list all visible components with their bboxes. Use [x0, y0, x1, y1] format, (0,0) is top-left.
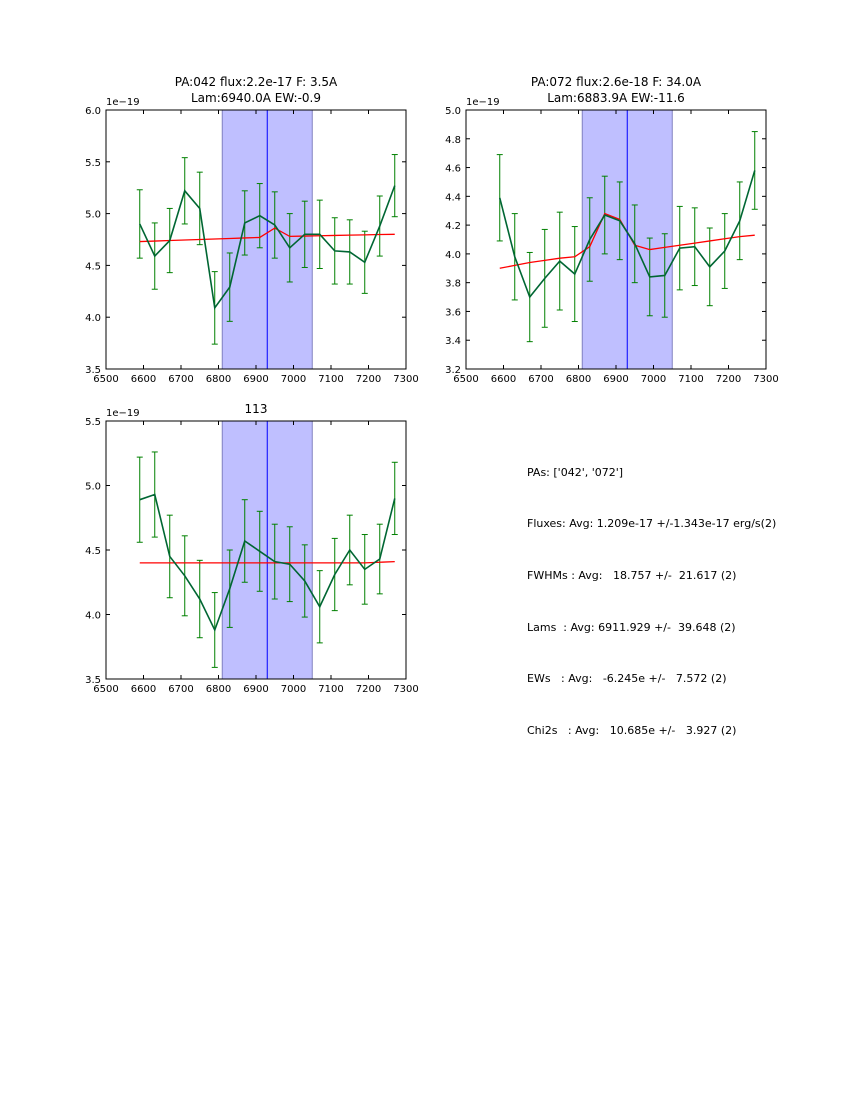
chart3-data-line	[139, 493, 396, 633]
chart3-offset-label: 1e−19	[106, 408, 140, 419]
chart3-y-tick-label: 3.5	[85, 675, 101, 686]
chart3-x-tick-label: 6800	[206, 684, 231, 695]
chart1-x-tick-label: 6700	[168, 374, 193, 385]
chart3-x-tick-label: 7300	[393, 684, 418, 695]
stats-panel: PAs: ['042', '072'] Fluxes: Avg: 1.209e-…	[527, 434, 776, 769]
chart2-x-tick-label: 7200	[716, 374, 741, 385]
chart3-x-tick-label: 6600	[131, 684, 156, 695]
chart1-y-tick-label: 4.0	[85, 313, 101, 324]
chart3-fit-line	[139, 560, 395, 564]
chart3-y-tick-label: 5.0	[85, 482, 101, 493]
chart1-y-tick-label: 4.5	[85, 261, 101, 272]
chart1-title: Lam:6940.0A EW:-0.9	[191, 91, 321, 105]
chart2-x-tick-label: 7300	[753, 374, 778, 385]
chart2-title: Lam:6883.9A EW:-11.6	[547, 91, 685, 105]
chart3-title: 113	[245, 402, 268, 416]
chart2-y-tick-label: 3.2	[445, 365, 461, 376]
chart3-x-tick-label: 7200	[356, 684, 381, 695]
stats-ews: EWs : Avg: -6.245e +/- 7.572 (2)	[527, 672, 727, 686]
chart3-y-tick-label: 4.5	[85, 546, 101, 557]
chart1-data-line	[139, 185, 396, 310]
chart2-x-tick-label: 6600	[491, 374, 516, 385]
chart1-y-tick-label: 6.0	[85, 106, 101, 117]
chart3-x-tick-label: 6900	[243, 684, 268, 695]
chart2-y-tick-label: 4.6	[445, 164, 461, 175]
stats-fwhms: FWHMs : Avg: 18.757 +/- 21.617 (2)	[527, 568, 737, 582]
chart1-y-tick-label: 5.5	[85, 158, 101, 169]
stats-fluxes: Fluxes: Avg: 1.209e-17 +/-1.343e-17 erg/…	[527, 517, 777, 531]
chart1-x-tick-label: 7300	[393, 374, 418, 385]
chart2-y-tick-label: 4.0	[445, 250, 461, 261]
chart1-fit-line	[139, 227, 395, 243]
chart3-x-tick-label: 6700	[168, 684, 193, 695]
chart1-title: PA:042 flux:2.2e-17 F: 3.5A	[175, 75, 338, 89]
chart2-y-tick-label: 5.0	[445, 106, 461, 117]
chart1-x-tick-label: 6800	[206, 374, 231, 385]
chart2-x-tick-label: 6800	[566, 374, 591, 385]
chart1-y-tick-label: 3.5	[85, 365, 101, 376]
chart2-x-tick-label: 6700	[528, 374, 553, 385]
chart3-y-tick-label: 4.0	[85, 611, 101, 622]
chart2-y-tick-label: 4.4	[445, 192, 461, 203]
chart1-x-tick-label: 7100	[318, 374, 343, 385]
chart1-x-tick-label: 7000	[281, 374, 306, 385]
stats-pas: PAs: ['042', '072']	[527, 465, 624, 479]
stats-chi2s: Chi2s : Avg: 10.685e +/- 3.927 (2)	[527, 723, 737, 737]
chart2-x-tick-label: 7000	[641, 374, 666, 385]
chart2-y-tick-label: 3.4	[445, 336, 461, 347]
chart2-y-tick-label: 3.8	[445, 279, 461, 290]
chart3-x-tick-label: 7000	[281, 684, 306, 695]
chart1-y-tick-label: 5.0	[85, 210, 101, 221]
chart1-x-tick-label: 6900	[243, 374, 268, 385]
chart3-y-tick-label: 5.5	[85, 417, 101, 428]
chart2-x-tick-label: 6500	[453, 374, 478, 385]
chart2-y-tick-label: 4.8	[445, 135, 461, 146]
chart1-offset-label: 1e−19	[106, 97, 140, 108]
stats-lams: Lams : Avg: 6911.929 +/- 39.648 (2)	[527, 620, 736, 634]
chart2-y-tick-label: 3.6	[445, 307, 461, 318]
chart3-x-tick-label: 7100	[318, 684, 343, 695]
chart2-y-tick-label: 4.2	[445, 221, 461, 232]
chart3-x-tick-label: 6500	[93, 684, 118, 695]
chart1-x-tick-label: 6600	[131, 374, 156, 385]
chart2-title: PA:072 flux:2.6e-18 F: 34.0A	[531, 75, 702, 89]
chart2-data-line	[498, 170, 756, 299]
chart2-offset-label: 1e−19	[466, 97, 500, 108]
chart1-x-tick-label: 7200	[356, 374, 381, 385]
chart1-x-tick-label: 6500	[93, 374, 118, 385]
chart2-x-tick-label: 6900	[603, 374, 628, 385]
chart2-x-tick-label: 7100	[678, 374, 703, 385]
